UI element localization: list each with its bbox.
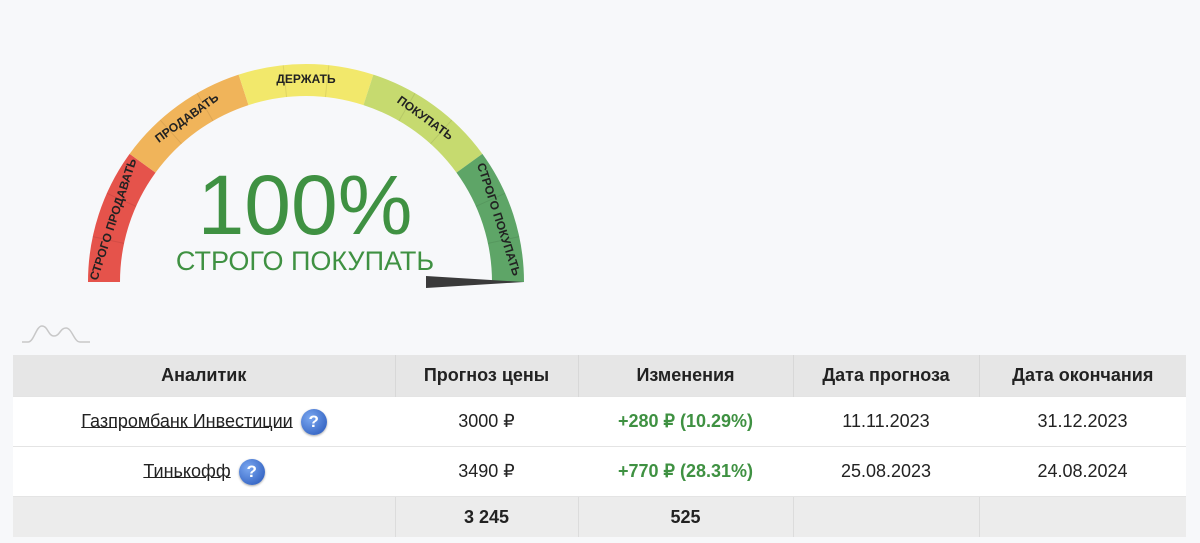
forecast-table: Аналитик Прогноз цены Изменения Дата про… xyxy=(13,355,1186,537)
change-cell: +280 ₽ (10.29%) xyxy=(578,396,793,447)
total-change: 525 xyxy=(577,496,793,537)
gauge-tick xyxy=(106,192,137,207)
gauge-segment xyxy=(129,74,249,173)
gauge-segment xyxy=(363,74,483,173)
gauge-tick xyxy=(430,119,453,145)
gauge-tick xyxy=(282,65,288,98)
analyst-link-tinkoff[interactable]: Тинькофф xyxy=(143,460,231,481)
gauge-segment xyxy=(238,63,374,106)
analyst-cell: Газпромбанк Инвестиции? xyxy=(13,396,395,447)
gauge-segment-label: ДЕРЖАТЬ xyxy=(276,72,336,86)
header-changes: Изменения xyxy=(577,355,793,397)
forecast-date-cell: 11.11.2023 xyxy=(793,396,979,447)
gauge-tick xyxy=(196,92,214,122)
gauge-svg: СТРОГО ПРОДАВАТЬПРОДАВАТЬДЕРЖАТЬПОКУПАТЬ… xyxy=(87,63,524,288)
price-cell: 3000 ₽ xyxy=(395,396,578,447)
gauge-status: СТРОГО ПОКУПАТЬ xyxy=(175,246,435,276)
analyst-cell: Тинькофф? xyxy=(13,446,395,497)
totals-empty-cell xyxy=(792,496,979,537)
gauge-tick xyxy=(159,119,182,145)
gauge-tick xyxy=(487,236,520,244)
forecast-date-cell: 25.08.2023 xyxy=(793,446,979,497)
analyst-link-gazprombank[interactable]: Газпромбанк Инвестиции xyxy=(81,410,293,431)
totals-empty-cell xyxy=(978,496,1186,537)
gauge-segment xyxy=(88,153,156,282)
help-icon[interactable]: ? xyxy=(300,408,327,435)
table-row: Газпромбанк Инвестиции? 3000 ₽ +280 ₽ (1… xyxy=(13,396,1186,447)
totals-row: 3 245 525 xyxy=(13,496,1186,537)
gauge-tick xyxy=(92,236,125,244)
change-cell: +770 ₽ (28.31%) xyxy=(578,446,793,497)
price-cell: 3490 ₽ xyxy=(395,446,578,497)
total-price: 3 245 xyxy=(394,496,578,537)
totals-empty-cell xyxy=(13,496,395,537)
analyst-gauge: СТРОГО ПРОДАВАТЬ ПРОДАВАТЬ ДЕРЖАТЬ ПОКУПАТЬ… xyxy=(0,0,620,330)
gauge-needle xyxy=(426,276,524,288)
header-end-date: Дата окончания xyxy=(978,355,1186,397)
header-price-forecast: Прогноз цены xyxy=(394,355,578,397)
mini-chart-icon[interactable] xyxy=(20,320,100,348)
end-date-cell: 24.08.2024 xyxy=(979,446,1186,497)
gauge-percent: 100% xyxy=(197,158,413,252)
header-forecast-date: Дата прогноза xyxy=(792,355,979,397)
gauge-tick xyxy=(475,192,506,207)
gauge-tick xyxy=(398,92,416,122)
gauge-tick xyxy=(324,65,330,98)
gauge-segment xyxy=(456,153,524,282)
end-date-cell: 31.12.2023 xyxy=(979,396,1186,447)
help-icon[interactable]: ? xyxy=(238,458,265,485)
table-header-row: Аналитик Прогноз цены Изменения Дата про… xyxy=(13,355,1186,397)
table-row: Тинькофф? 3490 ₽ +770 ₽ (28.31%) 25.08.2… xyxy=(13,446,1186,497)
header-analyst: Аналитик xyxy=(13,355,395,397)
